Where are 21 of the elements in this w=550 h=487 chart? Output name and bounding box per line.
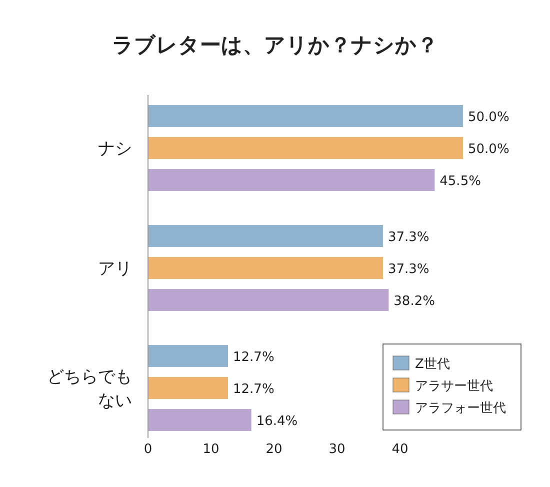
data-label: 50.0% [468, 142, 510, 157]
data-label: 37.3% [388, 230, 430, 245]
x-tick-label: 20 [266, 442, 282, 457]
x-tick-label: 10 [202, 442, 220, 457]
legend-label: Z世代 [415, 357, 450, 372]
data-label: 37.3% [388, 262, 430, 277]
legend-label: アラサー世代 [415, 379, 493, 394]
data-label: 12.7% [233, 350, 274, 365]
chart-title: ラブレターは、アリか？ナシか？ [112, 33, 438, 57]
legend-label: アラフォー世代 [415, 401, 506, 416]
y-tick-label: どちらでもない [47, 367, 132, 411]
x-tick-label: 30 [328, 442, 346, 457]
y-tick-label: ナシ [98, 139, 132, 159]
y-tick-label: アリ [98, 259, 132, 279]
data-label: 16.4% [256, 414, 298, 429]
data-label: 12.7% [233, 382, 274, 397]
x-tick-label: 0 [144, 442, 152, 457]
x-tick-label: 40 [392, 442, 408, 457]
data-label: 45.5% [440, 174, 481, 189]
data-label: 50.0% [468, 110, 510, 125]
data-label: 38.2% [394, 294, 435, 309]
